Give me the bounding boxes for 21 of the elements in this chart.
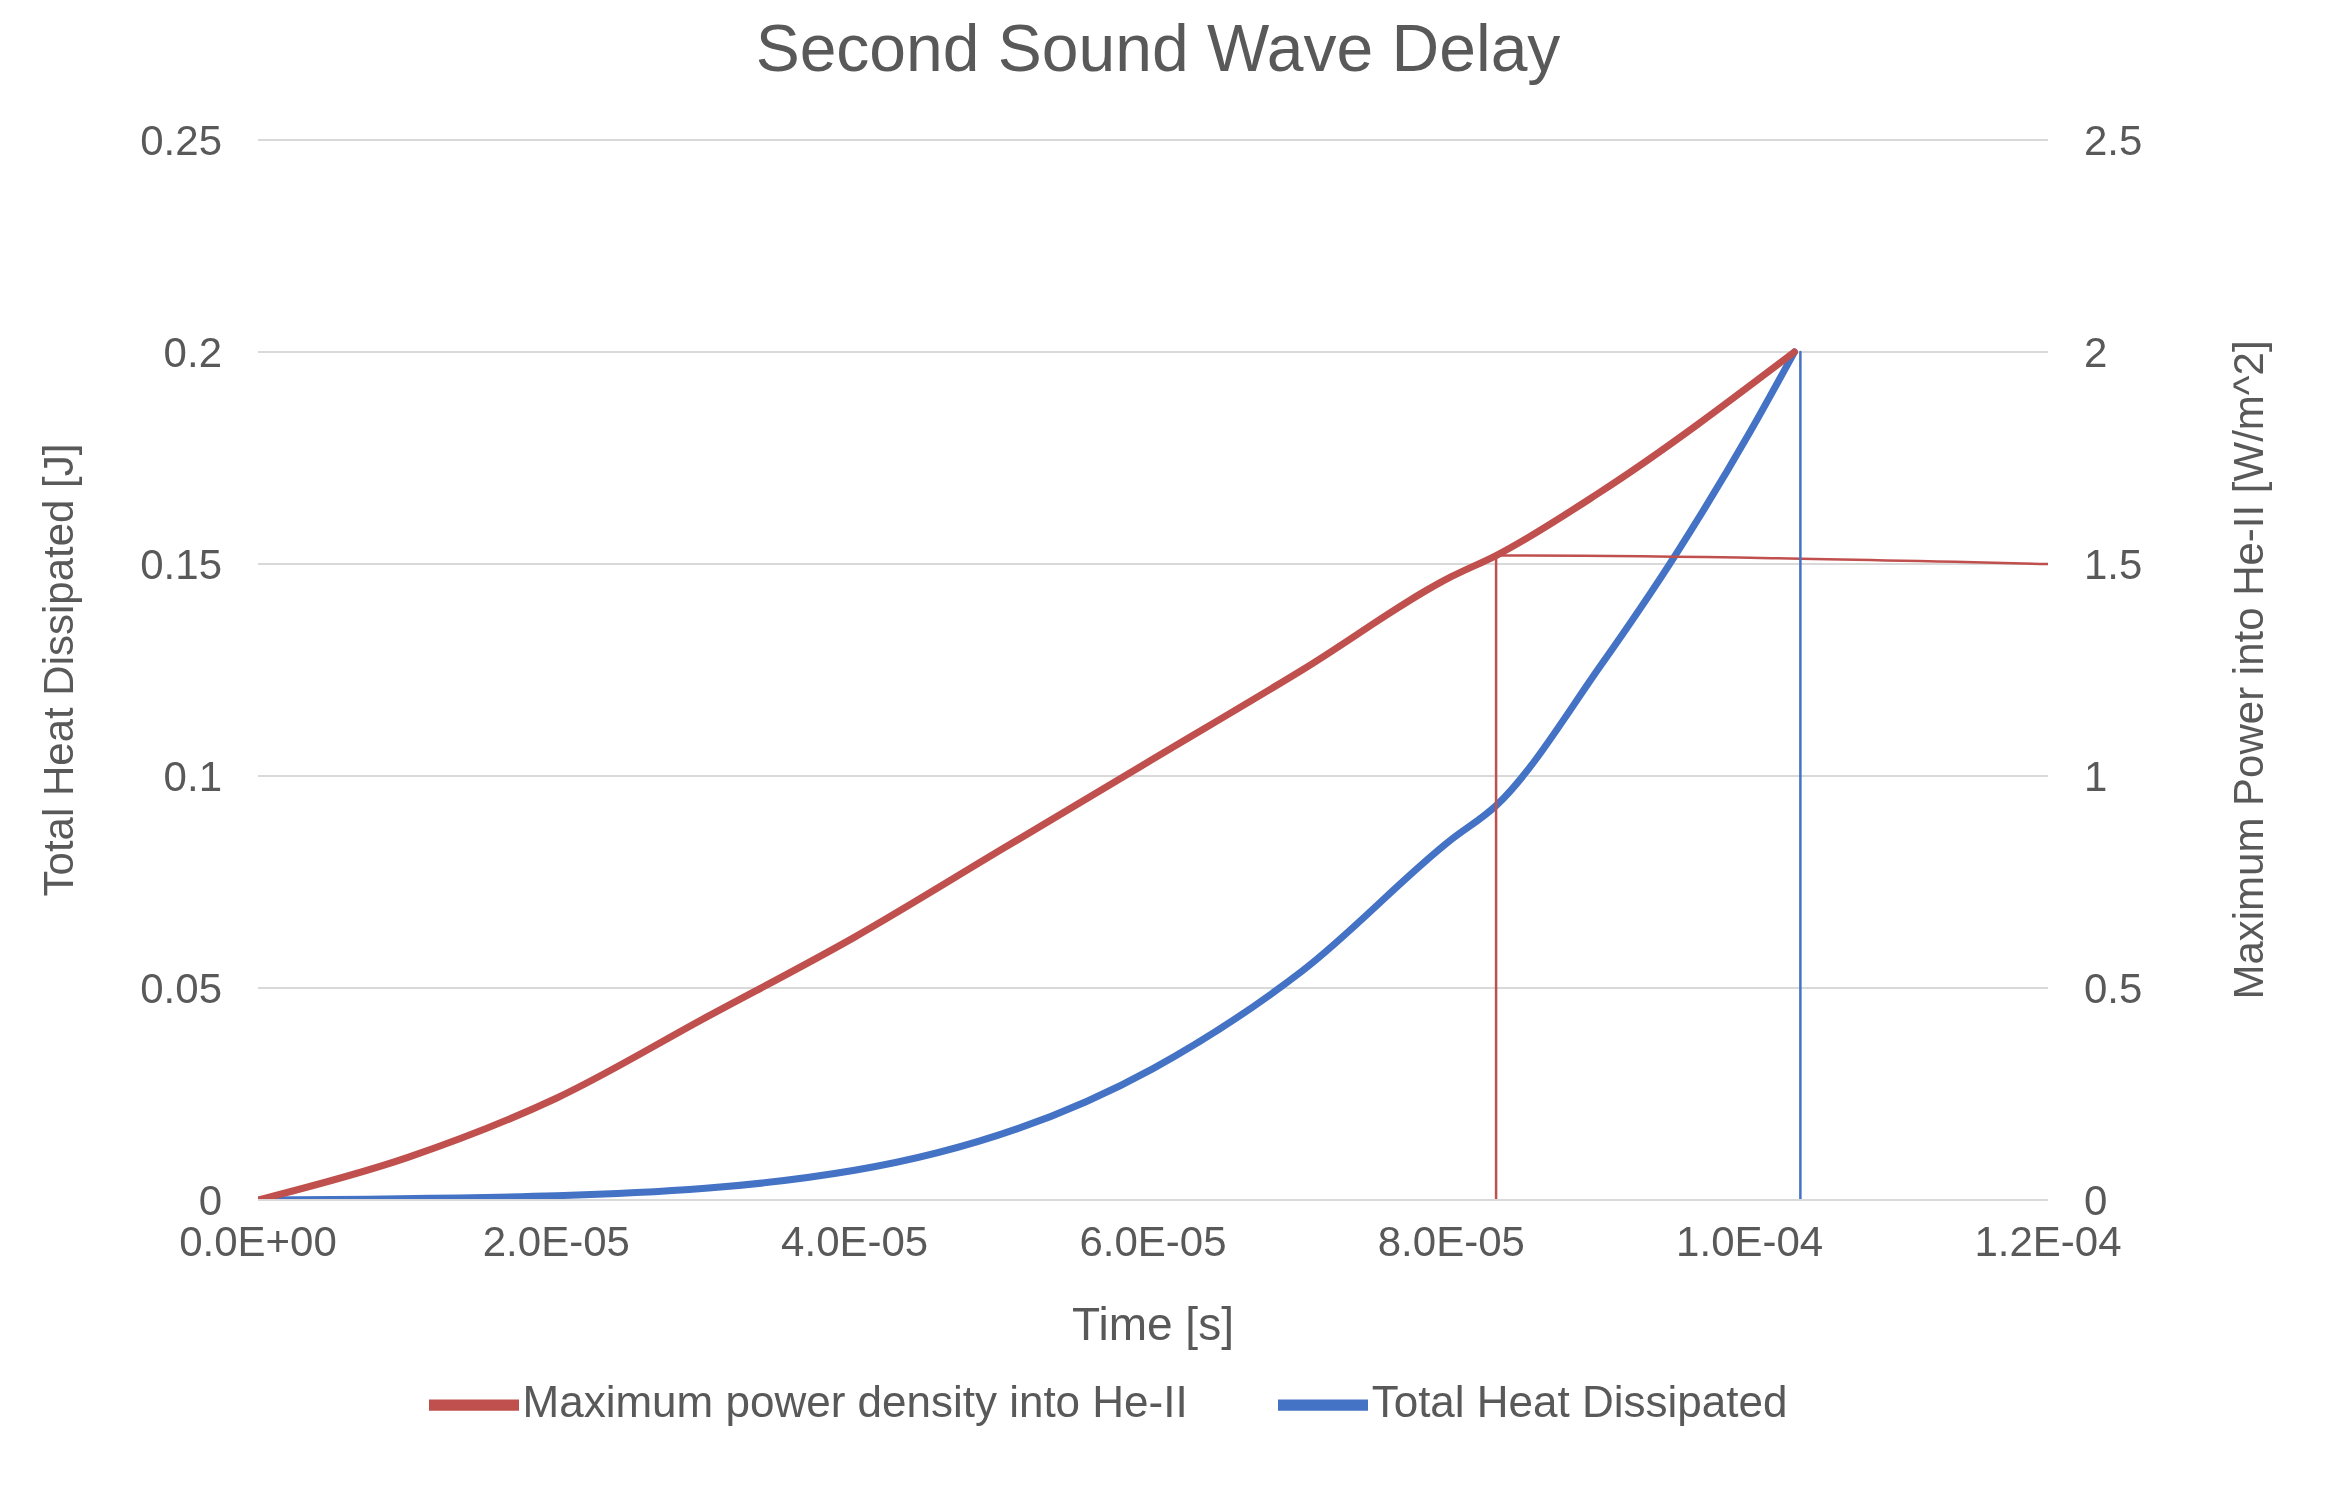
y2-tick-label: 2 (2084, 328, 2108, 376)
y-tick-label: 0.2 (163, 328, 222, 376)
y2-tick-label: 2.5 (2084, 116, 2143, 164)
y2-axis-title: Maximum Power into He-II [W/m^2] (2224, 340, 2272, 1000)
legend-label: Maximum power density into He-II (522, 1376, 1188, 1426)
x-tick-label: 6.0E-05 (1079, 1217, 1227, 1265)
y-tick-label: 0.15 (140, 540, 222, 588)
y2-tick-label: 0.5 (2084, 964, 2143, 1012)
x-tick-label: 8.0E-05 (1377, 1217, 1525, 1265)
x-axis-title: Time [s] (1072, 1298, 1234, 1350)
y2-tick-label: 1 (2084, 752, 2108, 800)
y-tick-label: 0.25 (140, 116, 222, 164)
legend-label: Total Heat Dissipated (1371, 1376, 1788, 1426)
y-tick-label: 0.05 (140, 964, 222, 1012)
chart-title: Second Sound Wave Delay (754, 10, 1562, 87)
x-tick-label: 4.0E-05 (781, 1217, 929, 1265)
x-tick-label: 2.0E-05 (482, 1217, 630, 1265)
y-axis-title: Total Heat Dissipated [J] (34, 443, 82, 897)
y2-tick-label: 1.5 (2084, 540, 2143, 588)
x-tick-label: 1.0E-04 (1676, 1217, 1824, 1265)
y-tick-label: 0.1 (163, 752, 222, 800)
